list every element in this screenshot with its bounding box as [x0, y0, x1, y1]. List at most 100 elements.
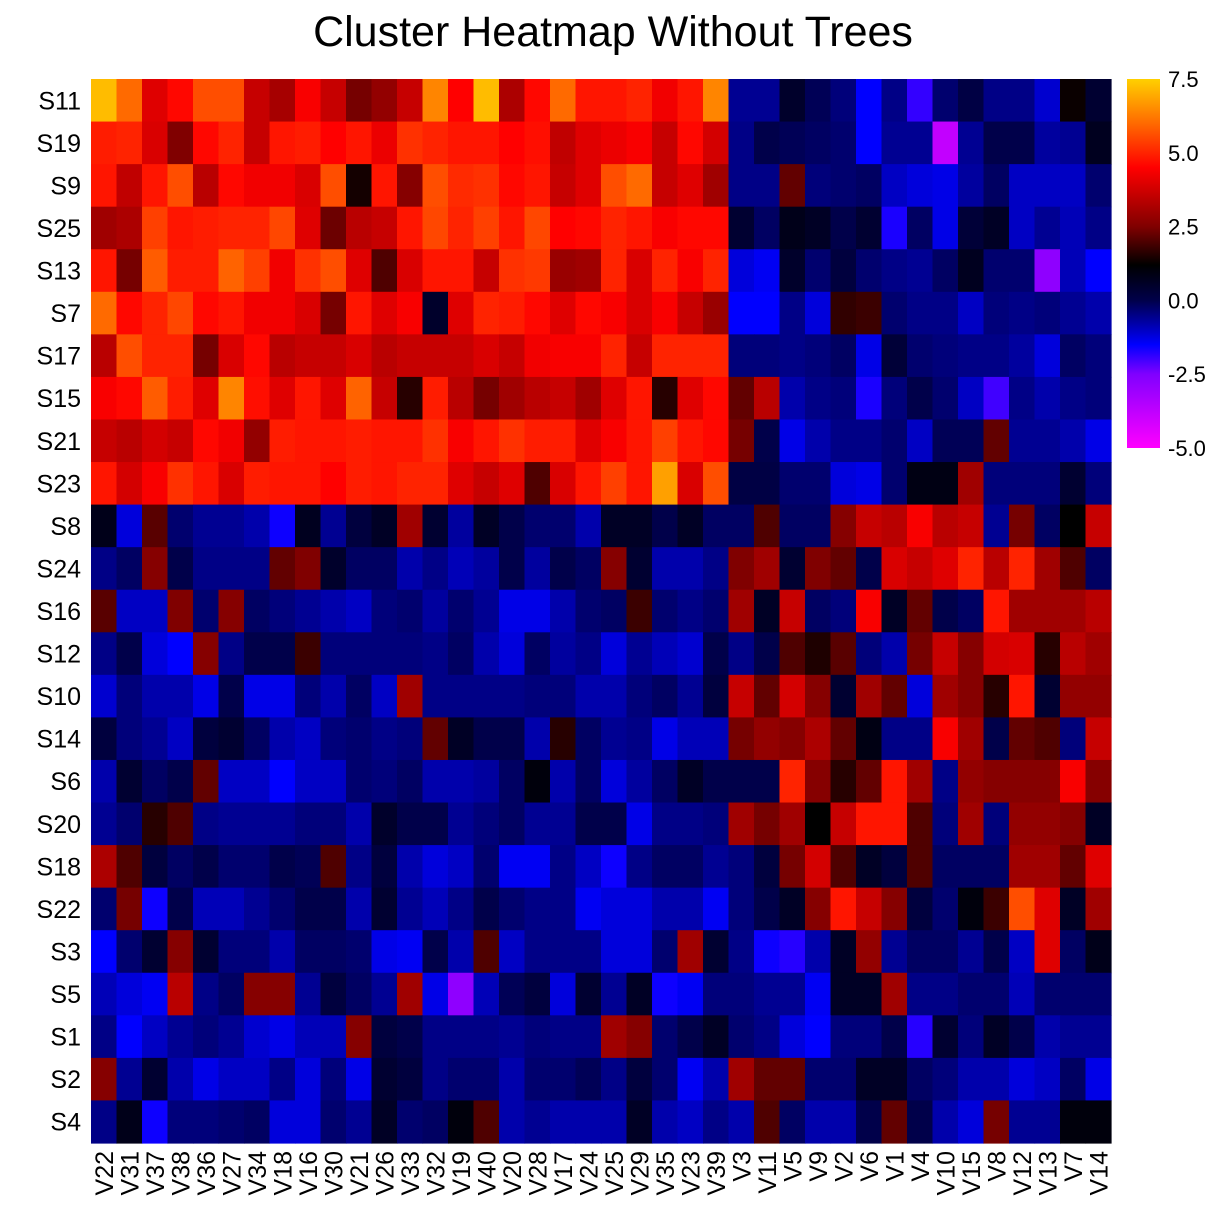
chart-title: Cluster Heatmap Without Trees — [313, 8, 913, 56]
heatmap-cell — [575, 334, 602, 378]
heatmap-cell — [524, 1057, 551, 1102]
heatmap-cell — [269, 419, 296, 463]
heatmap-cell — [448, 887, 475, 931]
heatmap-cell — [295, 291, 322, 335]
heatmap-cell — [1085, 802, 1112, 846]
heatmap-cell — [932, 717, 959, 761]
heatmap-cell — [575, 589, 602, 633]
heatmap-cell — [830, 249, 857, 293]
heatmap-cell — [1034, 334, 1061, 378]
heatmap-cell — [703, 1015, 730, 1059]
heatmap-cell — [728, 759, 755, 804]
heatmap-cell — [907, 972, 934, 1016]
heatmap-cell — [601, 1015, 628, 1059]
heatmap-cell — [142, 972, 169, 1016]
heatmap-cell — [550, 802, 577, 846]
heatmap-cell — [218, 887, 245, 931]
heatmap-cell — [703, 79, 730, 123]
heatmap-cell — [193, 79, 220, 123]
column-labels: V22V31V37V38V36V27V34V18V16V30V21V26V33V… — [91, 1151, 1114, 1196]
heatmap-cell — [1085, 1015, 1112, 1059]
heatmap-cell — [728, 632, 755, 676]
heatmap-cell — [626, 334, 653, 378]
heatmap-cell — [830, 547, 857, 591]
heatmap-cell — [881, 1057, 908, 1102]
heatmap-cell — [142, 419, 169, 463]
heatmap-cell — [1060, 887, 1087, 931]
heatmap-cell — [703, 419, 730, 463]
heatmap-cell — [142, 674, 169, 718]
heatmap-cell — [116, 972, 143, 1016]
heatmap-cell — [218, 972, 245, 1016]
heatmap-cell — [346, 334, 373, 378]
heatmap-cell — [448, 164, 475, 208]
heatmap-cell — [1009, 802, 1036, 846]
heatmap-cell — [754, 887, 781, 931]
heatmap-cell — [142, 887, 169, 931]
column-label: V6 — [856, 1151, 884, 1182]
heatmap-cell — [269, 547, 296, 591]
heatmap-cell — [1085, 206, 1112, 250]
heatmap-cell — [524, 121, 551, 165]
heatmap-cell — [218, 291, 245, 335]
row-label: S20 — [37, 811, 81, 839]
heatmap-cell — [218, 930, 245, 974]
heatmap-cell — [91, 164, 118, 208]
heatmap-cell — [779, 930, 806, 974]
heatmap-cell — [677, 1015, 704, 1059]
heatmap-cell — [218, 1015, 245, 1059]
heatmap-cell — [448, 930, 475, 974]
heatmap-cell — [422, 334, 449, 378]
heatmap-cell — [830, 334, 857, 378]
heatmap-cell — [295, 589, 322, 633]
heatmap-cell — [422, 845, 449, 889]
heatmap-cell — [422, 802, 449, 846]
heatmap-cell — [295, 121, 322, 165]
heatmap-cell — [473, 547, 500, 591]
heatmap-cell — [397, 79, 424, 123]
heatmap-cell — [1034, 419, 1061, 463]
heatmap-cell — [983, 802, 1010, 846]
heatmap-cell — [932, 759, 959, 804]
heatmap-cell — [881, 759, 908, 804]
heatmap-cell — [524, 1015, 551, 1059]
heatmap-cell — [754, 845, 781, 889]
heatmap-cell — [422, 206, 449, 250]
row-label: S13 — [37, 258, 81, 286]
heatmap-cell — [932, 802, 959, 846]
heatmap-cell — [524, 462, 551, 506]
heatmap-cell — [932, 419, 959, 463]
heatmap-cell — [779, 674, 806, 718]
heatmap-cell — [856, 419, 883, 463]
heatmap-cell — [295, 1100, 322, 1144]
heatmap-cell — [371, 589, 398, 633]
heatmap-cell — [167, 1057, 194, 1102]
heatmap-cell — [830, 504, 857, 548]
heatmap-cell — [244, 164, 271, 208]
heatmap-cell — [193, 334, 220, 378]
heatmap-cell — [499, 845, 526, 889]
heatmap-cell — [320, 930, 347, 974]
heatmap-cell — [244, 121, 271, 165]
column-label: V5 — [779, 1151, 807, 1182]
heatmap-cell — [193, 717, 220, 761]
row-label: S25 — [37, 215, 81, 243]
heatmap-cell — [677, 1057, 704, 1102]
heatmap-cell — [295, 547, 322, 591]
heatmap-cell — [805, 504, 832, 548]
heatmap-cell — [626, 632, 653, 676]
heatmap-cell — [575, 419, 602, 463]
heatmap-cell — [983, 1100, 1010, 1144]
heatmap-cell — [1085, 887, 1112, 931]
heatmap-cell — [932, 1057, 959, 1102]
heatmap-cell — [295, 1057, 322, 1102]
heatmap-cell — [958, 376, 985, 421]
heatmap-cell — [754, 547, 781, 591]
heatmap-cell — [575, 802, 602, 846]
heatmap-cell — [371, 887, 398, 931]
heatmap-cell — [1009, 547, 1036, 591]
heatmap-cell — [244, 249, 271, 293]
column-label: V8 — [983, 1151, 1011, 1182]
column-label: V16 — [295, 1151, 323, 1195]
heatmap-cell — [371, 1057, 398, 1102]
